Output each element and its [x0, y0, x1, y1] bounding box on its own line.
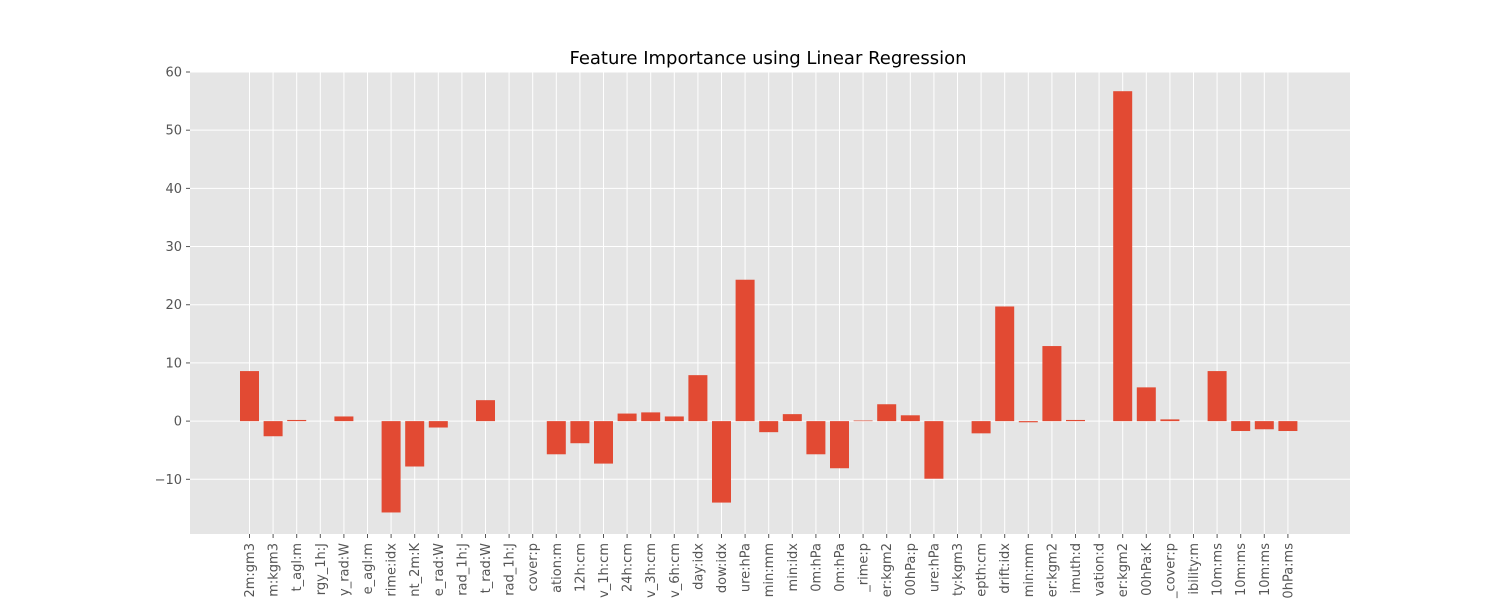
x-tick-label: ure:hPa	[739, 543, 754, 592]
x-tick-label: 0m:hPa	[809, 543, 824, 592]
x-tick-label: imuth:d	[1069, 543, 1084, 593]
bar	[263, 421, 283, 437]
bar	[594, 421, 613, 464]
x-tick-label: m:kgm3	[267, 543, 282, 597]
x-tick-label: y_rad:W	[337, 543, 352, 596]
y-tick-label: −10	[155, 473, 182, 488]
x-tick-label: rime:idx	[385, 543, 400, 597]
x-tick-label: 0m:hPa	[833, 543, 848, 592]
bar	[240, 371, 259, 422]
bar	[334, 416, 354, 422]
bar	[641, 412, 661, 422]
bar	[1231, 421, 1251, 432]
x-tick-label: v_3h:cm	[644, 543, 659, 598]
x-tick-label: min:mm	[762, 543, 777, 597]
x-tick-label: ure:hPa	[927, 543, 942, 592]
bar	[617, 413, 637, 422]
bar	[924, 421, 944, 479]
bar	[1042, 346, 1062, 422]
bar	[900, 415, 920, 422]
bar	[1136, 387, 1156, 422]
bar	[1066, 419, 1085, 422]
x-tick-label: ibility:m	[1187, 543, 1202, 595]
x-tick-label: 24h:cm	[621, 543, 636, 592]
x-tick-label: _rime:p	[857, 543, 872, 593]
x-tick-label: rgy_1h:J	[314, 543, 329, 595]
x-tick-label: 12h:cm	[573, 543, 588, 592]
x-tick-label: v_1h:cm	[597, 543, 612, 598]
bar	[971, 421, 991, 434]
x-tick-label: cover:p	[526, 543, 541, 592]
x-axis: 2m:gm3 m:kgm3 t_agl:m rgy_1h:J y_rad:W e_agl:…	[243, 534, 1296, 599]
y-axis: −10 0 10 20 30 40 50 60	[155, 66, 190, 488]
bar	[1254, 421, 1274, 430]
bar	[759, 421, 779, 433]
x-tick-label: min:idx	[786, 543, 801, 592]
x-tick-label: rad_1h:J	[455, 543, 470, 596]
bar	[1278, 421, 1298, 432]
x-tick-label: rad_1h:J	[503, 543, 518, 596]
y-tick-label: 20	[165, 298, 182, 313]
bar	[782, 414, 802, 422]
x-tick-label: 2m:gm3	[243, 543, 258, 598]
x-tick-label: v_6h:cm	[668, 543, 683, 598]
bar	[570, 421, 590, 444]
bar	[712, 421, 731, 503]
bar	[1207, 371, 1227, 422]
bar	[806, 421, 826, 455]
x-tick-label: vation:d	[1093, 543, 1108, 596]
x-tick-label: day:idx	[691, 543, 706, 590]
x-tick-label: er:kgm2	[880, 543, 895, 597]
bar	[428, 421, 448, 428]
x-tick-label: t_rad:W	[479, 543, 494, 594]
bar	[735, 279, 755, 422]
y-tick-label: 40	[165, 182, 182, 197]
bar	[853, 420, 873, 422]
x-tick-label: ty:kgm3	[951, 543, 966, 596]
bar	[1160, 419, 1180, 422]
x-tick-label: e_rad:W	[432, 543, 447, 596]
x-tick-label: ation:m	[550, 543, 565, 593]
x-tick-label: 10m:ms	[1211, 543, 1226, 596]
bar	[830, 421, 849, 469]
x-tick-label: epth:cm	[975, 543, 990, 597]
y-tick-label: 60	[165, 66, 182, 81]
y-tick-label: 10	[165, 356, 182, 371]
x-tick-label: er:kgm2	[1116, 543, 1131, 597]
x-tick-label: 00hPa:p	[904, 543, 919, 596]
x-tick-label: drift:idx	[998, 543, 1013, 594]
x-tick-label: _cover:p	[1163, 543, 1178, 599]
x-tick-label: nt_2m:K	[408, 543, 423, 597]
bar	[546, 421, 566, 455]
plot-area	[190, 72, 1350, 534]
y-tick-label: 0	[174, 415, 182, 430]
x-tick-label: er:kgm2	[1045, 543, 1060, 597]
bars	[240, 91, 1298, 513]
x-tick-label: 10m:ms	[1234, 543, 1249, 596]
x-tick-label: 00hPa:K	[1140, 543, 1155, 596]
bar	[877, 404, 897, 422]
bar	[1018, 421, 1038, 423]
chart-title: Feature Importance using Linear Regressi…	[569, 48, 966, 69]
bar	[1113, 91, 1133, 422]
bar	[405, 421, 425, 467]
bar	[995, 306, 1015, 422]
y-tick-label: 50	[165, 124, 182, 139]
x-tick-label: dow:idx	[715, 543, 730, 593]
bar	[476, 400, 495, 422]
x-tick-label: t_agl:m	[290, 543, 305, 591]
bar	[287, 419, 307, 422]
x-tick-label: min:mm	[1022, 543, 1037, 597]
bar	[688, 375, 708, 422]
x-tick-label: 10m:ms	[1258, 543, 1273, 596]
y-tick-label: 30	[165, 240, 182, 255]
x-tick-label: e_agl:m	[361, 543, 376, 594]
x-tick-label: 0hPa:ms	[1281, 543, 1296, 599]
bar	[381, 421, 401, 513]
bar	[664, 416, 684, 422]
